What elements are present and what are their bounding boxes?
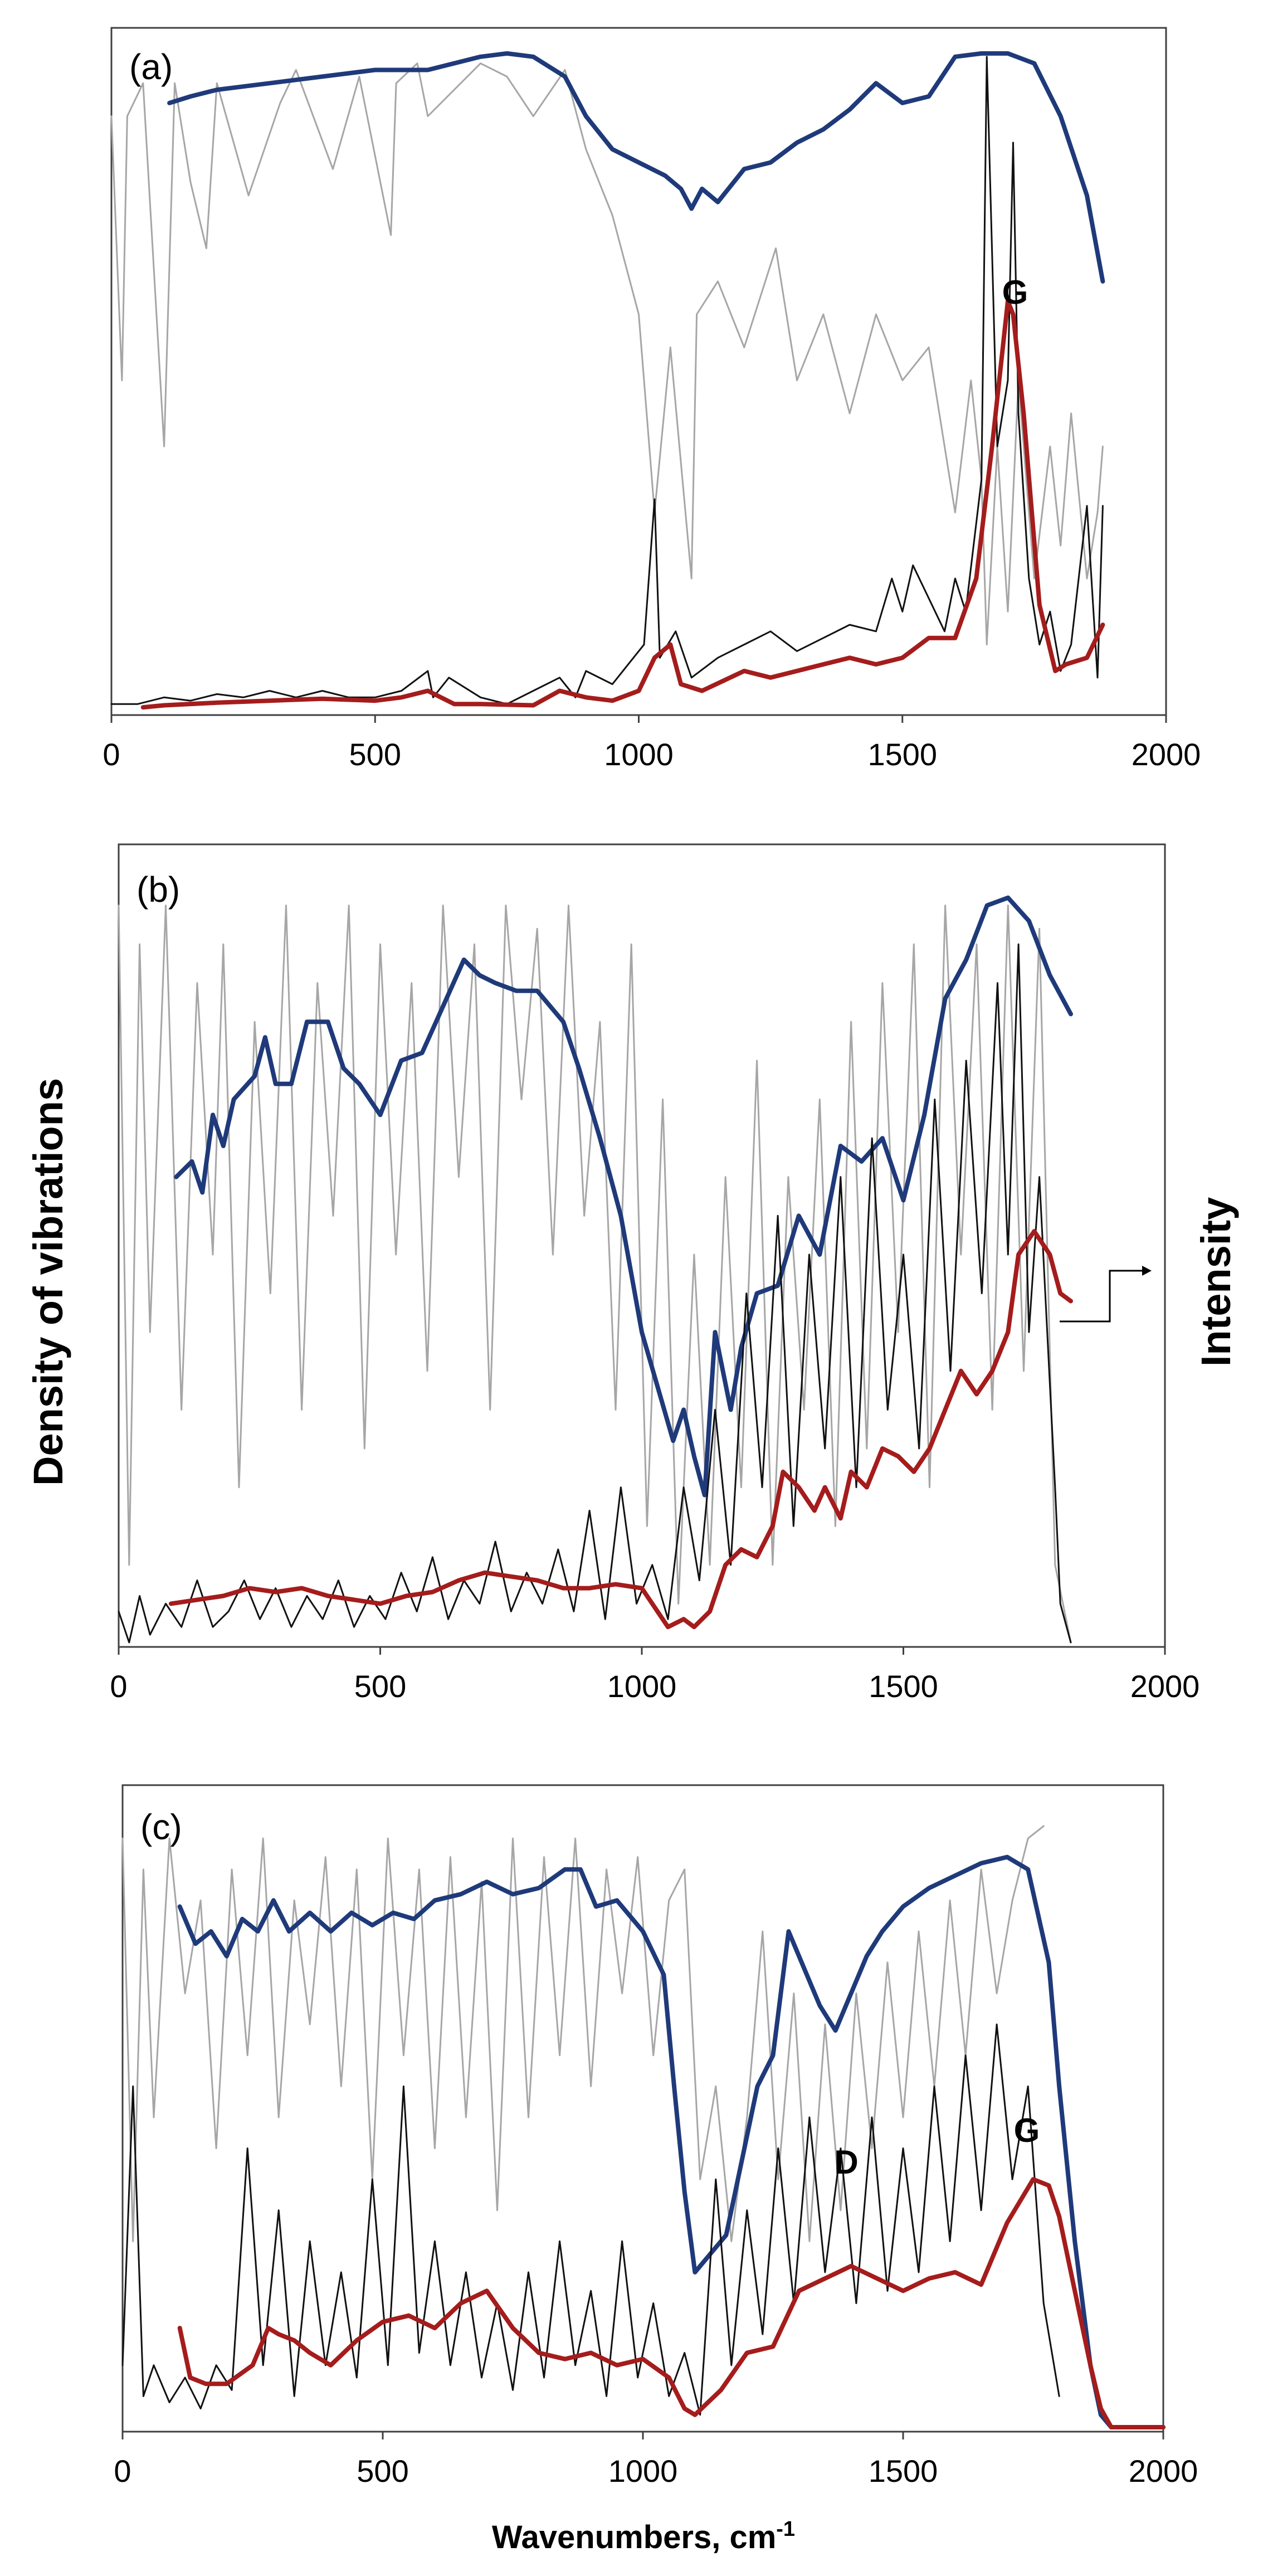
series-line-a-3 — [110, 56, 1104, 705]
peak-label-g-c: G — [1014, 2112, 1040, 2149]
x-tick-label-a-0: 0 — [103, 737, 120, 772]
panel-label-b: (b) — [136, 869, 180, 910]
series-line-b-1 — [118, 905, 1072, 1644]
intensity-axis-arrow — [1060, 1270, 1142, 1323]
x-tick-label-c-1500: 1500 — [869, 2453, 938, 2488]
x-tick-label-c-0: 0 — [114, 2453, 131, 2488]
intensity-axis-arrowhead — [1142, 1266, 1152, 1276]
x-tick-label-a-500: 500 — [349, 737, 401, 772]
peak-label-g-a: G — [1002, 274, 1028, 311]
x-tick-label-a-1000: 1000 — [604, 737, 674, 772]
series-line-a-2 — [167, 51, 1105, 284]
x-ticks-a: 0 500 1000 1500 2000 — [103, 715, 1201, 772]
y-axis-right-title: Intensity — [1193, 1197, 1239, 1367]
x-tick-label-a-1500: 1500 — [867, 737, 937, 772]
x-tick-label-c-500: 500 — [357, 2453, 408, 2488]
panel-a: 0 500 1000 1500 2000 (a) G — [103, 27, 1201, 772]
x-tick-label-b-500: 500 — [354, 1669, 406, 1704]
series-line-a-4 — [140, 299, 1105, 710]
x-ticks-c: 0 500 1000 1500 2000 — [114, 2432, 1198, 2488]
series-line-c-4 — [177, 2177, 1166, 2429]
x-tick-label-b-2000: 2000 — [1130, 1669, 1200, 1704]
x-tick-label-b-0: 0 — [110, 1669, 127, 1704]
panel-b: 0 500 1000 1500 2000 (b) — [110, 843, 1199, 1704]
series-layer-a — [110, 51, 1105, 710]
panel-c: 0 500 1000 1500 2000 (c) D G Wavenumbers, cm… — [114, 1784, 1198, 2555]
y-axis-left-title: Density of vibrations — [25, 1078, 71, 1486]
series-line-b-2 — [174, 895, 1073, 1498]
x-tick-label-c-1000: 1000 — [608, 2453, 678, 2488]
x-tick-label-c-2000: 2000 — [1129, 2453, 1198, 2488]
x-tick-label-b-1500: 1500 — [869, 1669, 938, 1704]
series-layer-b — [118, 895, 1073, 1644]
series-line-b-4 — [168, 1229, 1073, 1630]
series-layer-c — [121, 1825, 1166, 2429]
peak-label-d-c: D — [834, 2144, 858, 2181]
series-line-c-2 — [177, 1855, 1166, 2429]
panel-label-c: (c) — [140, 1807, 182, 1847]
series-line-c-1 — [121, 1825, 1045, 2242]
x-axis-title-superscript: -1 — [776, 2517, 795, 2541]
x-tick-label-a-2000: 2000 — [1132, 737, 1201, 772]
x-axis-title: Wavenumbers, cm-1 — [492, 2517, 795, 2555]
x-tick-label-b-1000: 1000 — [607, 1669, 677, 1704]
x-ticks-b: 0 500 1000 1500 2000 — [110, 1647, 1199, 1704]
panel-label-a: (a) — [129, 47, 173, 87]
x-axis-title-text: Wavenumbers, cm — [492, 2519, 776, 2555]
series-line-b-3 — [118, 943, 1072, 1644]
series-line-a-1 — [110, 62, 1104, 645]
